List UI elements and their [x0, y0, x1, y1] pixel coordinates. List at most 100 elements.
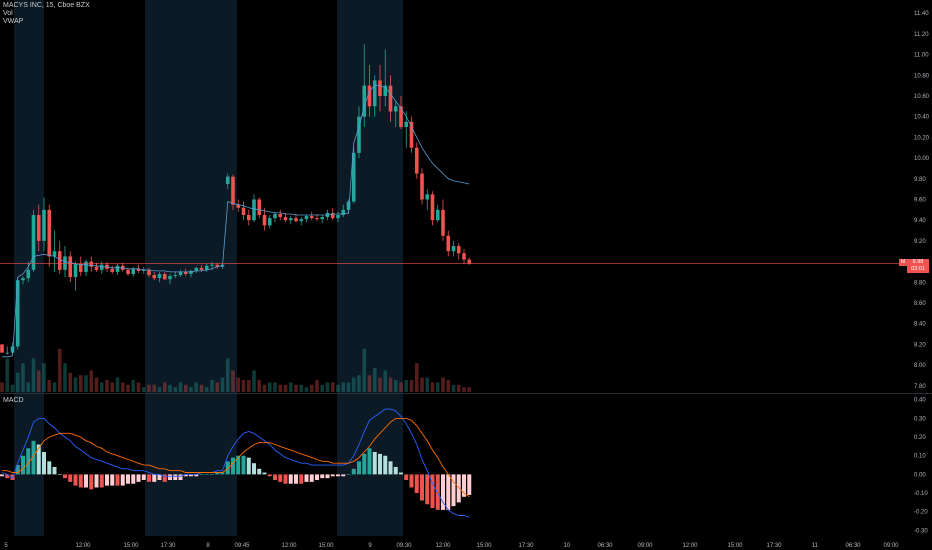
candle-body [388, 85, 393, 112]
price-axis-label: 7.80 [914, 384, 926, 390]
volume-bar [5, 358, 10, 392]
candle-body [215, 264, 220, 267]
volume-bar [168, 384, 172, 392]
macd-histogram-bar [215, 472, 220, 475]
price-axis-label: 9.20 [914, 239, 926, 245]
macd-histogram-bar [341, 474, 346, 477]
price-axis[interactable]: 11.40 11.20 11.00 10.80 10.60 10.40 10.20 10.00… [914, 11, 930, 390]
macd-histogram-bar [252, 463, 256, 475]
macd-histogram-bar [446, 474, 451, 510]
macd-histogram-bar [173, 474, 178, 480]
time-axis-label: 17:30 [766, 543, 782, 549]
candle-body [315, 218, 319, 220]
candle-body [399, 106, 403, 128]
macd-histogram-bar [152, 474, 157, 482]
candle-body [367, 85, 372, 107]
volume-bar [141, 387, 146, 392]
volume-bar [220, 377, 225, 392]
volume-bar [78, 375, 83, 392]
time-axis-label: 15:00 [123, 543, 139, 549]
volume-bar [63, 363, 67, 392]
macd-axis-label: -0.30 [914, 528, 928, 534]
macd-histogram-bar [120, 474, 125, 486]
volume-bar [84, 375, 88, 392]
time-axis-label: 15:00 [476, 543, 492, 549]
time-axis-label: 10 [564, 543, 571, 549]
macd-histogram-bar [115, 474, 120, 486]
macd-axis[interactable]: 0.40 0.30 0.20 0.10 0.00 -0.10 -0.20 -0.30 [914, 398, 928, 535]
volume-bar [414, 363, 419, 392]
time-axis-label: 06:30 [845, 543, 861, 549]
macd-histogram-bar [304, 474, 309, 482]
price-axis-label: 8.60 [914, 301, 926, 307]
symbol-title[interactable]: MACYS INC, 15, Cboe BZX [3, 2, 90, 9]
macd-histogram-bar [367, 448, 372, 475]
volume-bar [420, 377, 424, 392]
macd-histogram-bar [0, 474, 4, 477]
session-shading [14, 0, 403, 536]
candle-body [42, 209, 46, 241]
candle-body [288, 218, 293, 221]
macd-histogram-bar [183, 474, 188, 477]
candle-body [330, 212, 335, 219]
macd-histogram-bar [467, 474, 472, 495]
macd-histogram-bar [99, 474, 104, 488]
candle-body [126, 269, 130, 275]
vwap-legend[interactable]: VWAP [3, 18, 24, 25]
volume-bar [225, 358, 230, 392]
candle-body [21, 278, 25, 281]
macd-histogram-bar [210, 474, 214, 475]
time-axis-label: 12:00 [682, 543, 698, 549]
macd-histogram-bar [36, 444, 41, 475]
volume-legend[interactable]: Vol [3, 10, 13, 17]
candle-body [204, 265, 209, 270]
macd-histogram-bar [346, 474, 351, 475]
macd-histogram-bar [68, 474, 73, 482]
macd-histogram-bar [31, 440, 36, 475]
volume-bar [451, 384, 456, 392]
volume-bar [294, 384, 298, 392]
candle-body [309, 216, 314, 219]
macd-histogram-bar [288, 474, 293, 484]
volume-bar [120, 382, 125, 392]
volume-bar [42, 363, 46, 392]
volume-bar [136, 382, 141, 392]
time-axis-label: 17:30 [160, 543, 176, 549]
candle-body [47, 209, 52, 257]
candle-body [435, 209, 440, 221]
candle-body [336, 215, 340, 219]
macd-line [1, 408, 470, 518]
macd-histogram-bar [257, 468, 262, 475]
candle-body [283, 217, 288, 221]
candle-body [372, 80, 377, 107]
macd-axis-label: -0.10 [914, 491, 928, 497]
candle-body [147, 269, 151, 276]
volume-bar [278, 384, 283, 392]
volume-bar [441, 377, 445, 392]
price-axis-label: 8.40 [914, 322, 926, 328]
time-axis-label: 09:30 [396, 543, 412, 549]
macd-histogram-bar [399, 472, 403, 475]
price-axis-label: 9.40 [914, 218, 926, 224]
candle-body [236, 204, 241, 208]
candle-body [257, 199, 262, 216]
volume-bar [236, 377, 241, 392]
candle-body [52, 251, 57, 257]
candle-body [73, 263, 78, 278]
volume-bar [456, 384, 461, 392]
volume-bar [162, 382, 167, 392]
macd-histogram-bar [320, 474, 325, 479]
volume-histogram [0, 348, 472, 392]
time-axis[interactable]: 5 12:00 15:00 17:30 8 09:45 12:00 15:00 9 09:30 12… [4, 543, 899, 549]
volume-bar [110, 382, 115, 392]
price-axis-label: 10.40 [914, 115, 930, 121]
candle-body [199, 267, 204, 270]
candle-body [5, 352, 10, 354]
volume-bar [346, 382, 351, 392]
candle-body [467, 259, 472, 264]
macd-legend[interactable]: MACD [3, 397, 24, 404]
macd-histogram-bar [220, 472, 225, 475]
volume-bar [210, 380, 214, 392]
candle-body [0, 344, 4, 353]
